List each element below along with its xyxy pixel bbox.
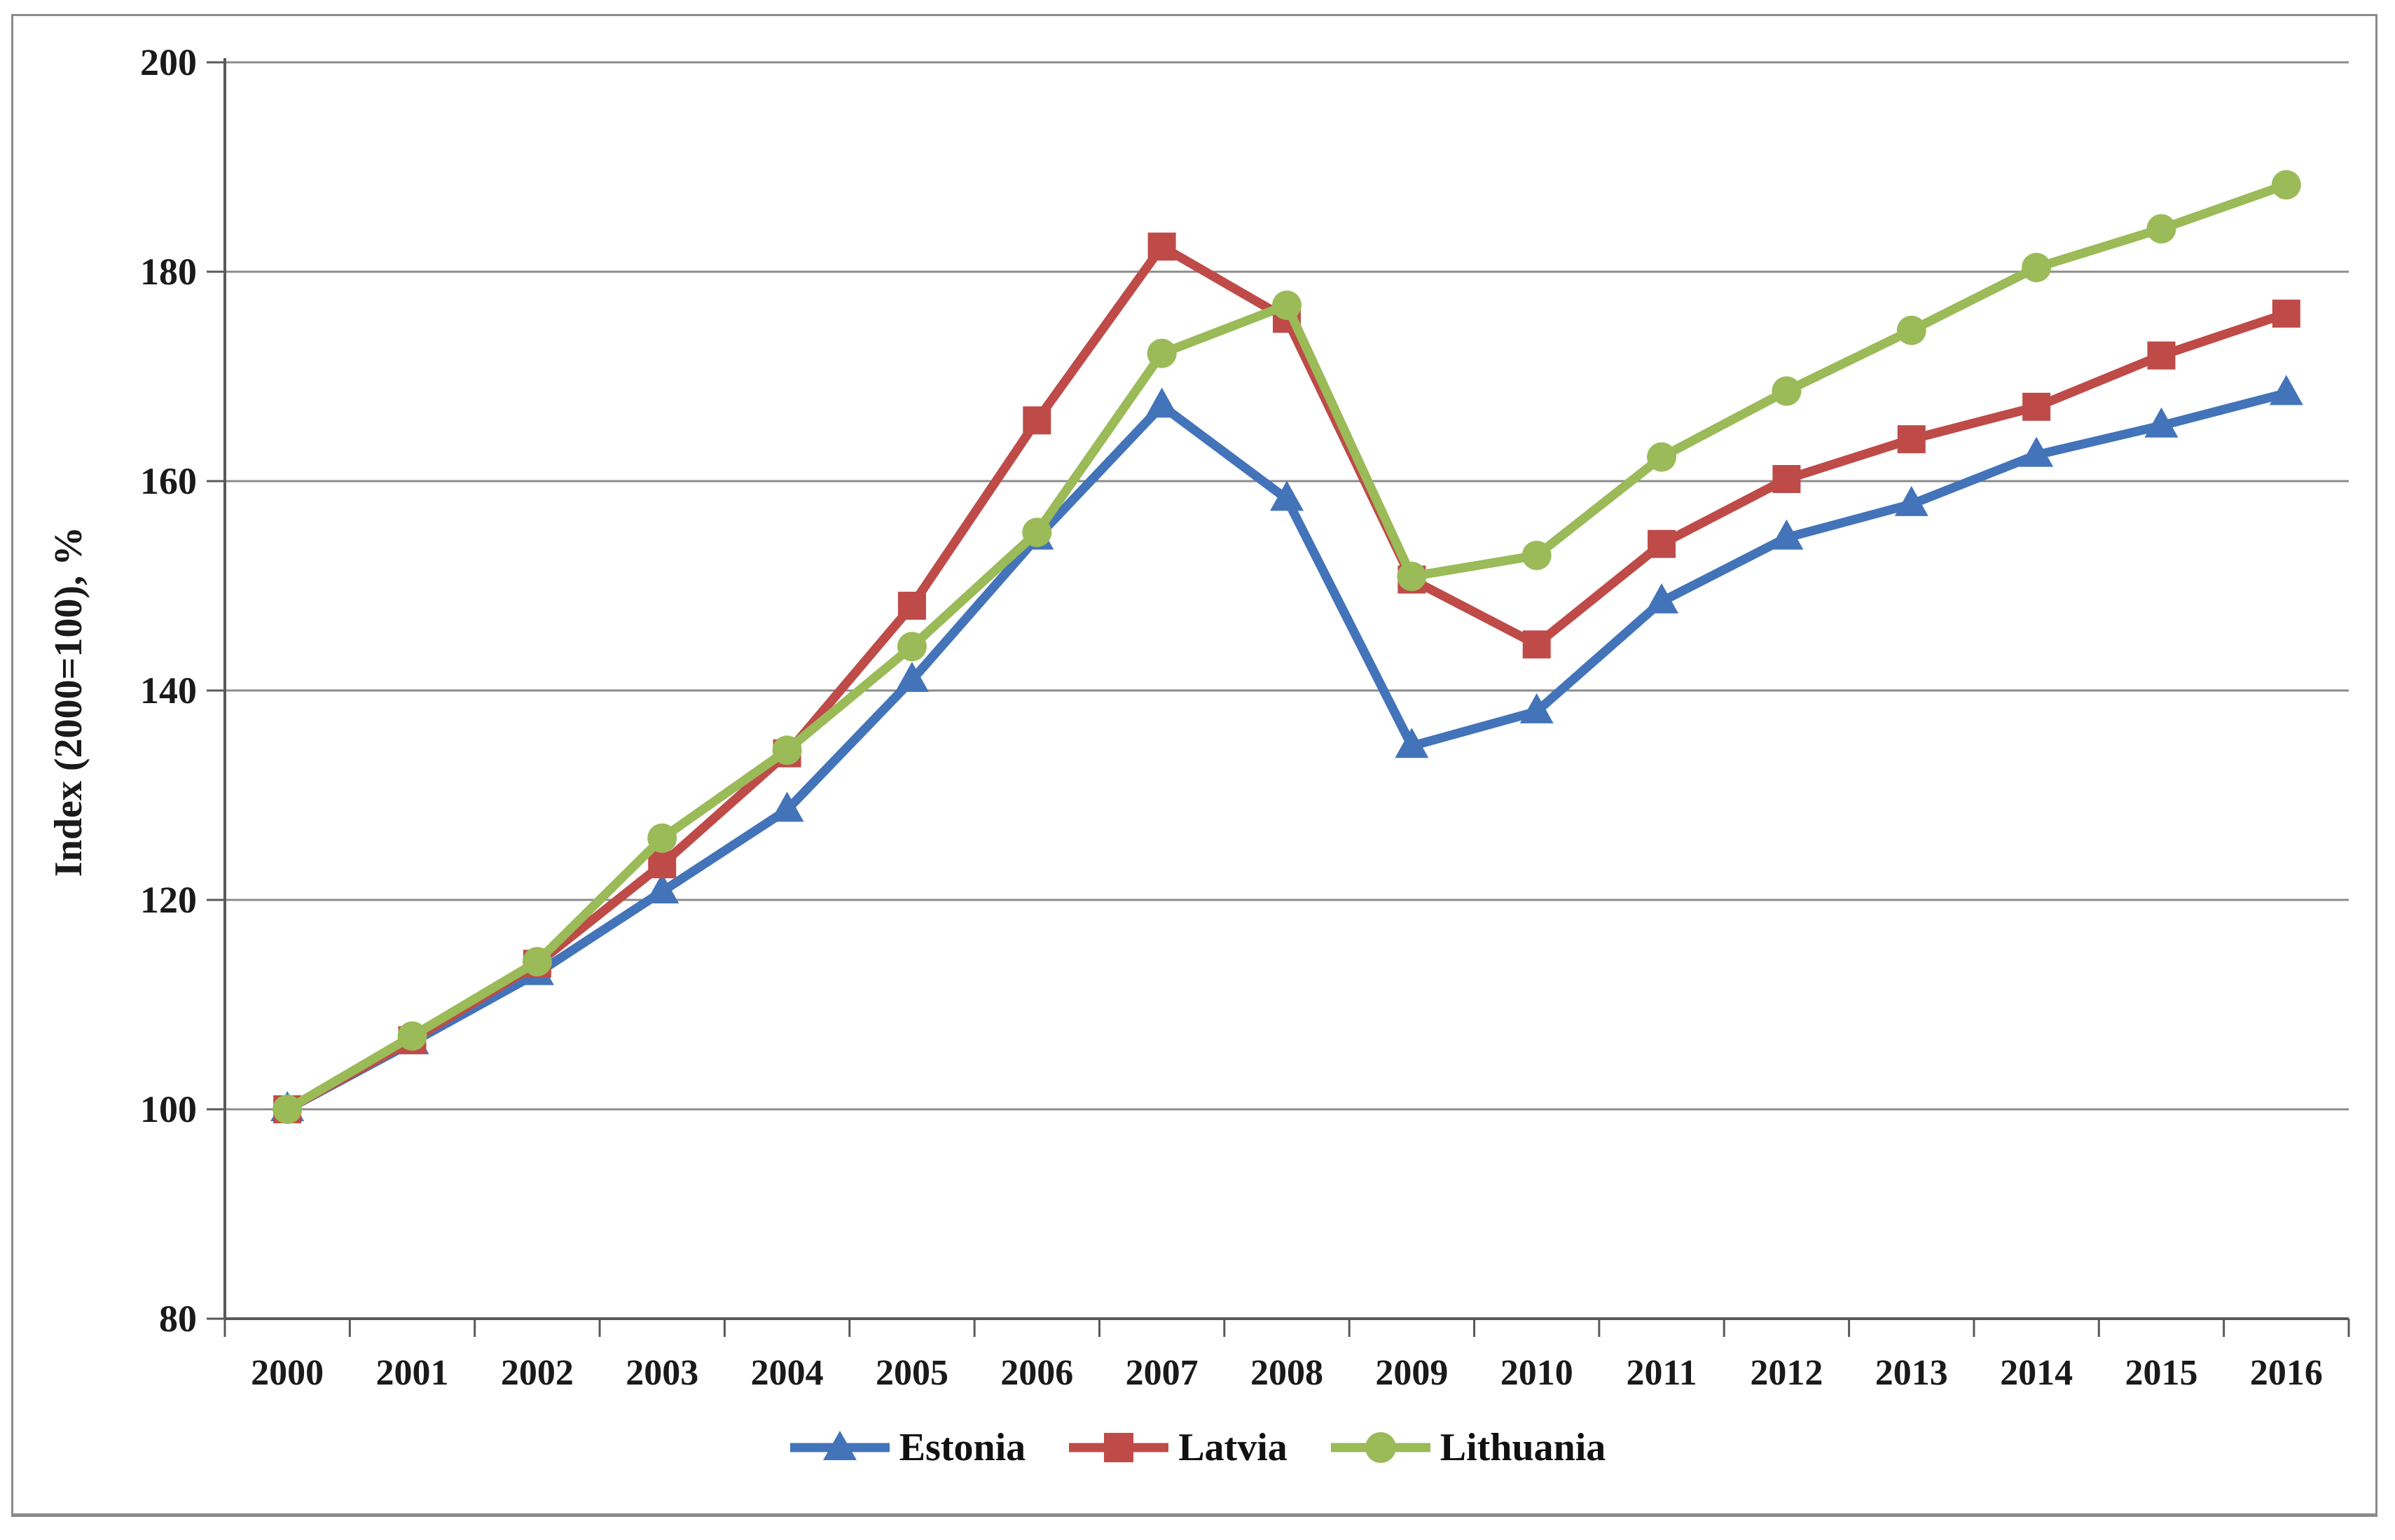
- marker-latvia-2006: [1023, 406, 1051, 435]
- x-tick-label-2004: 2004: [751, 1353, 824, 1393]
- legend-label-latvia: Latvia: [1178, 1426, 1288, 1469]
- marker-estonia-2010: [1519, 693, 1554, 723]
- estonia-line-triangle-icon: [789, 1431, 890, 1460]
- y-tick-label-100: 100: [140, 1088, 197, 1130]
- latvia-line-square-icon: [1069, 1433, 1169, 1462]
- marker-estonia-2011: [1645, 583, 1679, 613]
- marker-lithuania-2004: [772, 735, 802, 765]
- y-tick-label-160: 160: [140, 460, 197, 502]
- marker-lithuania-2007: [1147, 338, 1177, 368]
- marker-lithuania-2016: [2271, 169, 2301, 200]
- marker-estonia-2015: [2144, 407, 2179, 438]
- marker-lithuania-2005: [897, 632, 927, 662]
- marker-lithuania-2001: [397, 1021, 427, 1051]
- marker-latvia-2011: [1648, 529, 1676, 558]
- x-tick-label-2014: 2014: [2000, 1353, 2073, 1393]
- marker-estonia-2008: [1270, 480, 1304, 511]
- y-axis-title: Index (2000=100), %: [47, 526, 90, 877]
- x-tick-label-2006: 2006: [1000, 1353, 1073, 1393]
- x-tick-label-2011: 2011: [1626, 1353, 1697, 1393]
- marker-lithuania-2013: [1896, 315, 1926, 345]
- marker-estonia-2004: [770, 791, 804, 822]
- y-tick-label-200: 200: [140, 41, 197, 83]
- marker-lithuania-2006: [1022, 518, 1052, 548]
- x-tick-label-2012: 2012: [1750, 1353, 1823, 1393]
- legend-item-estonia: Estonia: [787, 1425, 1026, 1470]
- marker-estonia-2012: [1769, 519, 1804, 550]
- marker-latvia-2014: [2022, 392, 2051, 421]
- marker-estonia-2014: [2020, 436, 2054, 467]
- marker-lithuania-2008: [1272, 290, 1302, 320]
- x-tick-label-2005: 2005: [876, 1353, 948, 1393]
- marker-lithuania-2000: [272, 1095, 303, 1124]
- x-tick-label-2007: 2007: [1126, 1353, 1199, 1393]
- marker-lithuania-2012: [1772, 376, 1802, 406]
- marker-latvia-2013: [1897, 425, 1926, 454]
- y-tick-label-140: 140: [140, 670, 197, 712]
- x-tick-label-2016: 2016: [2250, 1353, 2323, 1393]
- marker-latvia-2015: [2147, 341, 2176, 370]
- marker-estonia-2016: [2269, 375, 2303, 405]
- marker-lithuania-2010: [1521, 541, 1552, 571]
- x-tick-label-2003: 2003: [626, 1353, 698, 1393]
- x-tick-label-2008: 2008: [1250, 1353, 1323, 1393]
- legend-item-lithuania: Lithuania: [1328, 1425, 1606, 1470]
- y-tick-label-120: 120: [140, 879, 197, 921]
- x-tick-label-2015: 2015: [2125, 1353, 2197, 1393]
- x-tick-label-2000: 2000: [251, 1353, 324, 1393]
- marker-estonia-2005: [895, 662, 929, 693]
- series-line-latvia: [285, 242, 2288, 1114]
- marker-latvia-2012: [1772, 465, 1801, 494]
- marker-lithuania-2003: [647, 823, 677, 853]
- x-tick-label-2001: 2001: [376, 1353, 449, 1393]
- y-tick-label-180: 180: [140, 251, 197, 293]
- marker-latvia-2016: [2272, 299, 2300, 328]
- y-tick-label-80: 80: [159, 1298, 197, 1340]
- x-tick-label-2010: 2010: [1500, 1353, 1573, 1393]
- marker-latvia-2010: [1522, 630, 1551, 659]
- marker-lithuania-2002: [522, 947, 552, 977]
- legend: Estonia Latvia Lithuania: [13, 1425, 2380, 1470]
- chart-figure: 80 100 120 140 160 180 200 2000 2001 2002 2003 2004…: [11, 14, 2377, 1517]
- marker-lithuania-2009: [1397, 562, 1427, 592]
- legend-label-estonia: Estonia: [899, 1426, 1026, 1469]
- marker-latvia-2007: [1147, 233, 1176, 261]
- marker-lithuania-2015: [2146, 214, 2176, 244]
- marker-estonia-2013: [1894, 485, 1928, 516]
- marker-latvia-2005: [897, 591, 926, 620]
- marker-lithuania-2011: [1647, 442, 1677, 472]
- x-tick-label-2009: 2009: [1375, 1353, 1448, 1393]
- marker-estonia-2003: [645, 873, 679, 904]
- marker-estonia-2009: [1395, 728, 1429, 758]
- lithuania-line-circle-icon: [1330, 1432, 1430, 1463]
- x-tick-label-2002: 2002: [501, 1353, 574, 1393]
- marker-estonia-2007: [1145, 387, 1179, 418]
- legend-label-lithuania: Lithuania: [1440, 1426, 1606, 1469]
- legend-item-latvia: Latvia: [1066, 1425, 1288, 1470]
- marker-lithuania-2014: [2022, 253, 2052, 283]
- x-tick-label-2013: 2013: [1875, 1353, 1948, 1393]
- marker-latvia-2003: [648, 850, 677, 879]
